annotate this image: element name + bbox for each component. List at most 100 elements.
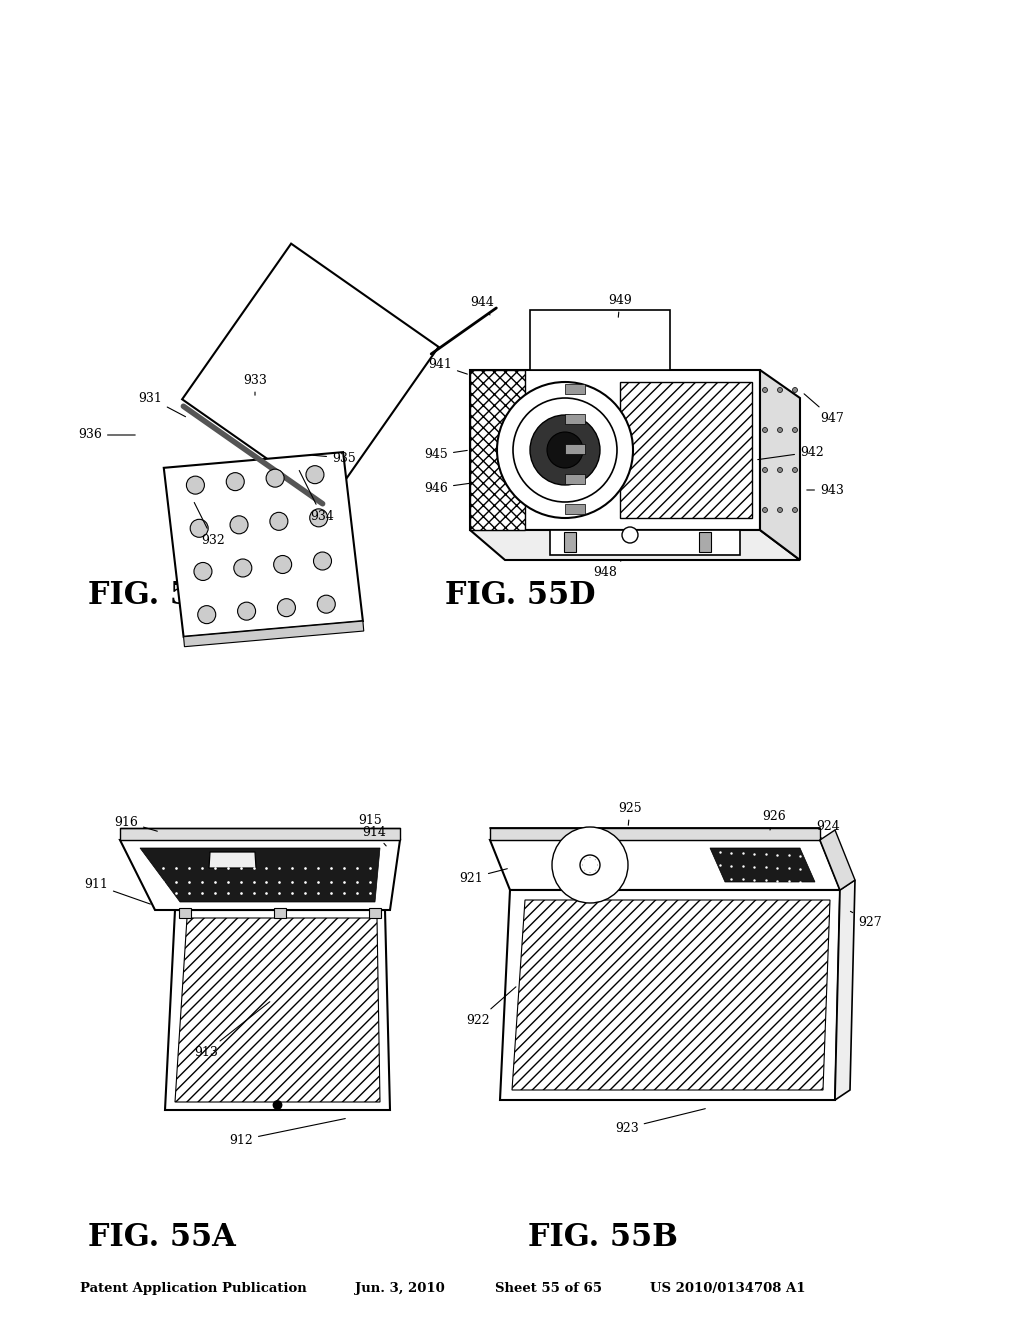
Text: 935: 935 [312,451,355,465]
Circle shape [273,1101,282,1109]
Bar [565,504,585,513]
Text: 913: 913 [195,1002,269,1059]
Bar [565,444,585,454]
Text: FIG. 55C: FIG. 55C [88,579,237,611]
Circle shape [317,595,335,614]
Polygon shape [179,908,191,917]
Text: 923: 923 [615,1109,706,1134]
Text: 943: 943 [807,483,844,496]
Text: 946: 946 [424,482,469,495]
Circle shape [190,519,208,537]
Circle shape [763,467,768,473]
Circle shape [763,388,768,392]
Polygon shape [120,828,400,840]
Circle shape [233,558,252,577]
Circle shape [497,381,633,517]
Text: 915: 915 [358,813,382,832]
Text: 949: 949 [608,293,632,317]
Polygon shape [512,900,830,1090]
Circle shape [273,556,292,573]
Text: 911: 911 [84,879,151,904]
Text: FIG. 55B: FIG. 55B [528,1222,678,1253]
Circle shape [278,599,296,616]
Circle shape [547,432,583,469]
Polygon shape [820,830,855,890]
Circle shape [309,508,328,527]
Text: 921: 921 [459,869,507,884]
Text: 948: 948 [593,560,623,578]
Text: 916: 916 [114,816,158,832]
Text: 925: 925 [618,801,642,825]
Polygon shape [120,840,400,909]
Polygon shape [183,620,364,647]
Circle shape [230,516,248,533]
Bar [565,474,585,484]
Polygon shape [564,532,575,552]
Circle shape [793,428,798,433]
Text: 941: 941 [428,359,467,374]
Circle shape [763,507,768,512]
Polygon shape [470,370,760,531]
Polygon shape [175,917,380,1102]
Circle shape [226,473,245,491]
Polygon shape [470,531,800,560]
Polygon shape [699,532,711,552]
Text: 944: 944 [470,296,494,315]
Circle shape [198,606,216,623]
Text: 945: 945 [424,449,467,462]
Polygon shape [490,840,840,890]
Circle shape [194,562,212,581]
Circle shape [777,388,782,392]
Circle shape [793,507,798,512]
Text: 933: 933 [243,374,267,395]
Circle shape [238,602,256,620]
Polygon shape [165,909,390,1110]
Polygon shape [140,847,380,902]
Text: 936: 936 [78,429,135,441]
Circle shape [530,414,600,484]
Polygon shape [550,531,740,554]
Text: US 2010/0134708 A1: US 2010/0134708 A1 [650,1282,806,1295]
Text: 934: 934 [299,470,334,523]
Circle shape [186,477,205,494]
Circle shape [793,467,798,473]
Text: 927: 927 [850,911,882,928]
Text: Sheet 55 of 65: Sheet 55 of 65 [495,1282,602,1295]
Circle shape [513,399,617,502]
Circle shape [777,428,782,433]
Polygon shape [200,264,418,486]
Polygon shape [490,828,820,840]
Text: 932: 932 [195,503,225,546]
Text: FIG. 55D: FIG. 55D [445,579,596,611]
Text: 914: 914 [362,825,386,846]
Circle shape [622,527,638,543]
Bar [565,414,585,424]
Circle shape [552,828,628,903]
Text: 942: 942 [758,446,823,459]
Circle shape [306,466,324,483]
Text: 912: 912 [229,1118,345,1147]
Polygon shape [710,847,815,882]
Polygon shape [500,890,840,1100]
Polygon shape [760,370,800,560]
Polygon shape [369,908,381,917]
Text: 922: 922 [466,987,516,1027]
Circle shape [313,552,332,570]
Circle shape [270,512,288,531]
Text: Jun. 3, 2010: Jun. 3, 2010 [355,1282,444,1295]
Circle shape [777,507,782,512]
Circle shape [580,855,600,875]
Text: 926: 926 [762,809,785,830]
Bar [565,384,585,393]
Circle shape [793,388,798,392]
Text: FIG. 55A: FIG. 55A [88,1222,236,1253]
Text: 947: 947 [804,393,844,425]
Circle shape [763,428,768,433]
Polygon shape [530,310,670,370]
Text: Patent Application Publication: Patent Application Publication [80,1282,307,1295]
Circle shape [777,467,782,473]
Polygon shape [835,880,855,1100]
Polygon shape [182,244,438,503]
Text: 931: 931 [138,392,185,417]
Circle shape [266,469,284,487]
